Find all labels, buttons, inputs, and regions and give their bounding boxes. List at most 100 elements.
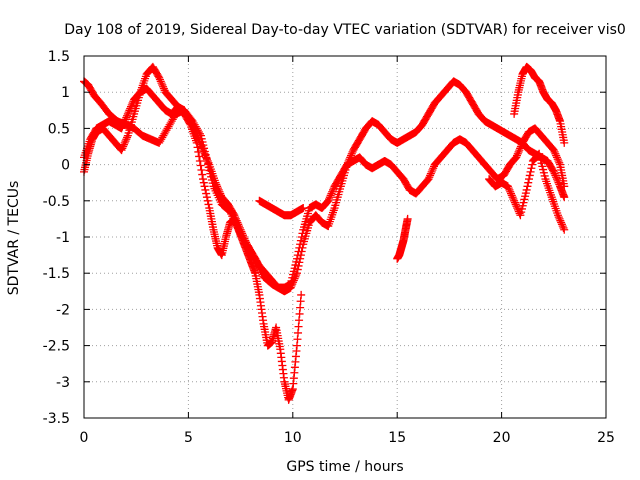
y-tick-label: -2.5 xyxy=(43,339,70,355)
data-point xyxy=(289,276,298,285)
data-point xyxy=(528,160,537,169)
data-point xyxy=(197,142,206,151)
data-point xyxy=(125,106,134,115)
data-point xyxy=(346,153,355,162)
data-point xyxy=(508,193,517,202)
data-point xyxy=(558,222,567,231)
y-tick-label: 0 xyxy=(61,158,70,174)
data-point xyxy=(347,149,356,158)
data-point xyxy=(117,146,126,155)
data-point xyxy=(324,196,333,205)
data-point xyxy=(345,155,354,164)
data-point xyxy=(202,155,211,164)
data-point xyxy=(201,185,210,194)
data-point xyxy=(296,251,305,260)
data-point xyxy=(522,185,531,194)
data-point xyxy=(121,137,130,146)
data-point xyxy=(553,211,562,220)
data-point xyxy=(292,271,301,280)
data-point xyxy=(549,167,558,176)
data-point xyxy=(292,269,301,278)
data-point xyxy=(204,200,213,209)
data-point xyxy=(119,118,128,127)
data-point xyxy=(298,243,307,252)
data-point xyxy=(211,178,220,187)
data-point xyxy=(524,178,533,187)
data-point xyxy=(199,146,208,155)
data-point xyxy=(297,290,306,299)
data-point xyxy=(555,214,564,223)
data-point xyxy=(551,149,560,158)
data-point xyxy=(193,143,202,152)
data-point xyxy=(296,254,305,263)
y-tick-label: -3.5 xyxy=(43,411,70,427)
data-point xyxy=(119,142,128,151)
data-point xyxy=(123,133,132,142)
data-point xyxy=(527,164,536,173)
data-point xyxy=(557,218,566,227)
data-point xyxy=(507,191,516,200)
data-point xyxy=(196,161,205,170)
data-point xyxy=(523,182,532,191)
data-point xyxy=(328,185,337,194)
data-point xyxy=(516,144,525,153)
data-point xyxy=(203,156,212,165)
data-point xyxy=(121,115,130,124)
data-point xyxy=(202,193,211,202)
data-point xyxy=(325,194,334,203)
y-tick-label: -1 xyxy=(56,230,70,246)
y-tick-label: -2 xyxy=(56,302,70,318)
data-point xyxy=(511,200,520,209)
data-point xyxy=(201,151,210,160)
data-point xyxy=(159,84,168,93)
data-point xyxy=(552,153,561,162)
data-point xyxy=(157,79,166,88)
data-point xyxy=(156,77,165,86)
data-point xyxy=(510,198,519,207)
x-tick-label: 25 xyxy=(597,430,615,446)
y-tick-label: 1 xyxy=(61,85,70,101)
data-point xyxy=(343,160,352,169)
series-track-5 xyxy=(393,214,412,263)
data-point xyxy=(213,184,222,193)
data-point xyxy=(215,187,224,196)
data-point xyxy=(127,100,136,109)
y-tick-label: -1.5 xyxy=(43,266,70,282)
data-point xyxy=(552,173,561,182)
data-point xyxy=(550,147,559,156)
data-point xyxy=(513,149,522,158)
data-point xyxy=(428,166,437,175)
x-tick-label: 0 xyxy=(80,430,89,446)
data-point xyxy=(216,189,225,198)
data-point xyxy=(197,166,206,175)
data-point xyxy=(294,261,303,270)
data-point xyxy=(195,156,204,165)
data-point xyxy=(202,153,211,162)
data-point xyxy=(286,283,295,292)
series-track-4 xyxy=(255,196,308,220)
data-point xyxy=(506,187,515,196)
y-tick-label: 0.5 xyxy=(48,121,70,137)
data-point xyxy=(425,173,434,182)
data-point xyxy=(515,146,524,155)
data-point xyxy=(214,185,223,194)
y-tick-label: -3 xyxy=(56,375,70,391)
data-point xyxy=(327,189,336,198)
data-point xyxy=(123,111,132,120)
chart-title: Day 108 of 2019, Sidereal Day-to-day VTE… xyxy=(64,22,626,38)
data-point xyxy=(555,158,564,167)
data-point xyxy=(290,274,299,283)
data-point xyxy=(554,156,563,165)
data-point xyxy=(512,151,521,160)
data-point xyxy=(155,73,164,82)
data-point xyxy=(155,75,164,84)
data-point xyxy=(120,117,129,126)
data-point xyxy=(510,196,519,205)
data-point xyxy=(203,196,212,205)
data-point xyxy=(289,278,298,287)
data-points xyxy=(80,62,569,404)
data-point xyxy=(504,184,513,193)
series-track-7 xyxy=(510,62,569,147)
x-axis-label: GPS time / hours xyxy=(286,459,403,475)
data-point xyxy=(199,178,208,187)
